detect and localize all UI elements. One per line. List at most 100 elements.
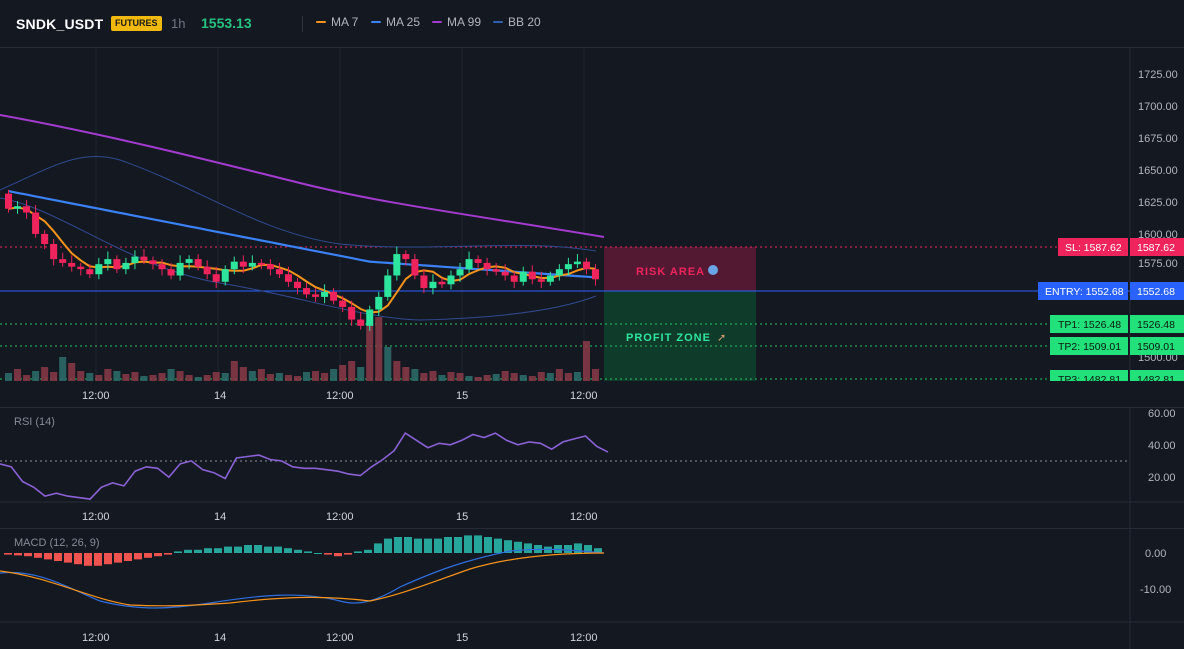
entry-price-bg (1130, 282, 1184, 300)
chart-header: SNDK_USDT FUTURES 1h 1553.13 MA 7 MA 25 … (0, 0, 1184, 46)
ma99-label: MA 99 (447, 15, 482, 29)
candle-body (303, 288, 311, 295)
macd-hist-bar (104, 553, 112, 565)
shield-icon (708, 265, 718, 275)
volume-bar (104, 369, 112, 381)
macd-hist-bar (584, 545, 592, 553)
candle-body (176, 262, 184, 276)
legend-bb20[interactable]: BB 20 (493, 15, 541, 29)
macd-hist-bar (474, 535, 482, 553)
legend-ma99[interactable]: MA 99 (432, 15, 481, 29)
volume-bars (5, 317, 599, 381)
bb-lower (0, 197, 597, 321)
macd-hist-bar (164, 553, 172, 555)
macd-xlabel-0: 12:00 (82, 632, 110, 644)
timeframe-selector[interactable]: 1h (171, 16, 186, 31)
candle-body (528, 271, 536, 280)
volume-bar (176, 371, 184, 381)
tp2-tag: TP2: 1509.01 (1058, 341, 1121, 353)
macd-ytick-0: 0.00 (1145, 548, 1166, 560)
rsi-xlabel-1: 14 (214, 511, 226, 523)
candle-body (402, 254, 410, 260)
candle-body (59, 259, 67, 263)
macd-hist-bar (404, 537, 412, 553)
profit-zone-label: PROFIT ZONE (626, 332, 711, 344)
rsi-separator (0, 407, 1184, 408)
volume-bar (303, 372, 311, 381)
ma25-swatch (371, 21, 381, 23)
candle-body (321, 291, 329, 297)
candle-body (167, 269, 175, 276)
sl-price-bg (1130, 238, 1184, 256)
volume-bar (474, 377, 482, 381)
candle-body (501, 271, 509, 276)
rsi-pane[interactable]: RSI (14) 60.00 40.00 20.00 12:00 14 12:0… (0, 408, 1184, 528)
macd-hist-bar (484, 537, 492, 553)
volume-bar (339, 365, 347, 381)
symbol-name[interactable]: SNDK_USDT (16, 16, 104, 32)
macd-hist-bar (364, 549, 372, 553)
macd-hist-bar (354, 551, 362, 553)
signal-line (0, 552, 605, 607)
volume-bar (393, 361, 401, 381)
candle-body (113, 259, 121, 270)
volume-bar (564, 373, 572, 381)
legend-ma7[interactable]: MA 7 (316, 15, 358, 29)
bollinger-bands (0, 156, 597, 321)
macd-title: MACD (12, 26, 9) (14, 537, 100, 549)
candle-body (330, 291, 338, 301)
volume-bar (312, 371, 320, 381)
legend-ma25[interactable]: MA 25 (371, 15, 420, 29)
macd-pane[interactable]: MACD (12, 26, 9) 0.00 -10.00 12:00 14 12… (0, 529, 1184, 649)
macd-xlabel-3: 15 (456, 632, 468, 644)
rsi-ytick-60: 60.00 (1148, 408, 1176, 420)
macd-hist-bar (304, 551, 312, 553)
macd-xlabel-1: 14 (214, 632, 226, 644)
candle-body (348, 306, 356, 320)
volume-bar (293, 376, 301, 381)
macd-hist-bar (134, 553, 142, 560)
volume-bar (330, 369, 338, 381)
candlesticks (5, 189, 599, 331)
macd-hist-bar (444, 537, 452, 553)
volume-bar (5, 373, 13, 381)
volume-bar (366, 325, 374, 381)
tp2-price-bg (1130, 337, 1184, 355)
profit-zone (604, 291, 756, 381)
xlabel-2: 12:00 (326, 390, 354, 402)
volume-bar (158, 373, 166, 381)
volume-bar (501, 371, 509, 381)
rsi-xlabel-2: 12:00 (326, 511, 354, 523)
candle-body (131, 256, 139, 263)
candle-body (555, 269, 563, 276)
volume-bar (149, 375, 157, 381)
risk-area-label: RISK AREA (636, 266, 705, 278)
candle-body (492, 269, 500, 272)
volume-bar (528, 376, 536, 381)
macd-hist-bar (94, 553, 102, 566)
price-pane[interactable]: RISK AREA PROFIT ZONE ➚ 1725.00 1700.00 … (0, 48, 1184, 408)
candle-body (257, 262, 265, 265)
candle-body (510, 275, 518, 282)
macd-hist-bar (64, 553, 72, 563)
volume-bar (86, 373, 94, 381)
candle-body (140, 256, 148, 261)
macd-xlabel-4: 12:00 (570, 632, 598, 644)
rocket-icon: ➚ (717, 332, 726, 344)
macd-hist-bar (124, 553, 132, 561)
volume-bar (284, 375, 292, 381)
candle-body (68, 262, 76, 267)
volume-bar (212, 372, 220, 381)
candle-body (14, 206, 22, 209)
header-separator (0, 47, 1184, 48)
xlabel-4: 12:00 (570, 390, 598, 402)
volume-bar (573, 372, 581, 381)
candle-body (185, 259, 193, 263)
xlabel-1: 14 (214, 390, 226, 402)
candle-body (564, 264, 572, 270)
macd-hist-bar (414, 538, 422, 553)
macd-hist-bar (34, 553, 42, 558)
candle-body (465, 259, 473, 270)
candle-body (239, 261, 247, 267)
macd-hist-bar (114, 553, 122, 563)
